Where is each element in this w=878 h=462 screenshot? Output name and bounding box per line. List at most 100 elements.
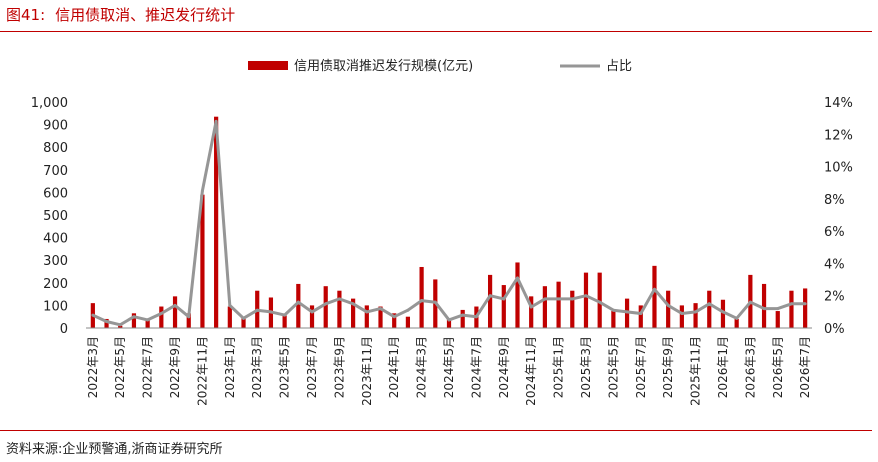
bar [405,316,411,328]
line-point [776,307,780,311]
bar [282,315,287,328]
x-tick-label: 2024年1月 [387,336,401,398]
line-point [365,310,369,314]
line-point [488,294,492,298]
line-point [173,303,177,307]
bar [679,305,684,328]
y-left-tick-label: 400 [43,232,68,247]
y-right-tick-label: 6% [824,225,845,240]
line-point [707,302,711,306]
source-note: 资料来源:企业预警通,浙商证券研究所 [6,442,223,457]
footer-rule [0,430,872,431]
line-point [187,315,191,319]
line-point [680,311,684,315]
bar [227,306,232,328]
bar [309,305,315,328]
line-point [392,315,396,319]
y-axis-right: 0% 2% 4% 6% 8% 10% 12% 14% [824,96,853,337]
bar [323,286,328,328]
y-left-tick-label: 600 [43,186,68,201]
y-right-tick-label: 14% [824,96,853,111]
bar [611,311,616,328]
x-tick-label: 2022年3月 [86,336,100,398]
bar [487,274,493,328]
line-point [557,297,561,301]
line-point [543,297,547,301]
bar [570,290,575,328]
x-tick-label: 2026年1月 [716,336,730,398]
bar [460,309,465,328]
line-point [598,300,602,304]
line-point [447,318,451,322]
bar [364,305,369,328]
bar [583,272,589,328]
line-point [735,316,739,320]
x-tick-label: 2023年5月 [278,336,292,398]
bar [446,318,452,328]
x-tick-label: 2026年5月 [771,336,785,398]
bar [529,296,534,328]
line-point [242,316,246,320]
line-point [502,297,506,301]
x-tick-label: 2023年3月 [250,336,264,398]
x-tick-label: 2022年5月 [113,336,127,398]
line-point [91,313,95,317]
line-point [118,323,122,327]
line-point [639,311,643,315]
line-point [666,303,670,307]
y-left-tick-label: 900 [43,119,68,134]
bar [351,298,356,328]
x-axis: 2022年3月 2022年5月 2022年7月 2022年9月 2022年11月 2023… [86,327,812,406]
line-point [611,308,615,312]
bar [775,311,780,328]
figure-label: 图41: [6,6,46,24]
bar [186,313,191,328]
bar [556,281,561,328]
bar [789,290,794,328]
bar [652,265,657,328]
y-left-tick-label: 1,000 [31,96,68,111]
line-point [255,308,259,312]
bar [542,286,547,328]
line-point [146,318,150,322]
legend-label-line: 占比 [606,59,632,74]
x-tick-label: 2025年3月 [579,336,593,398]
y-left-tick-label: 300 [43,254,68,269]
x-tick-label: 2024年5月 [442,336,456,398]
line-point [324,302,328,306]
y-right-tick-label: 2% [824,290,845,305]
bar [172,296,178,328]
line-point [461,313,465,317]
line-point [762,307,766,311]
x-tick-label: 2023年9月 [332,336,346,398]
line-point [474,315,478,319]
line-point [529,305,533,309]
title-underline [0,31,872,32]
bar [761,283,767,328]
y-left-tick-label: 100 [43,299,68,314]
line-point [789,302,793,306]
line-point [694,310,698,314]
figure-title-text: 信用债取消、推迟发行统计 [55,6,236,24]
bar [720,299,726,328]
bar [145,318,150,328]
line-point [105,320,109,324]
y-right-tick-label: 10% [824,161,853,176]
y-left-tick-label: 200 [43,277,68,292]
x-tick-label: 2024年3月 [415,336,429,398]
bar [638,305,643,328]
x-tick-label: 2023年11月 [360,336,374,406]
y-axis-left: 0 100 200 300 400 500 600 700 800 900 1,000 [31,96,68,337]
line-point [748,300,752,304]
bar [337,290,342,328]
x-tick-label: 2024年11月 [524,336,538,406]
bar [378,306,383,328]
bar [131,313,137,328]
x-tick-label: 2025年5月 [606,336,620,398]
legend-bar-swatch [248,61,288,70]
bar [241,316,246,328]
bar [214,116,219,328]
bar [200,194,205,328]
y-left-tick-label: 800 [43,141,68,156]
line-point [652,287,656,291]
